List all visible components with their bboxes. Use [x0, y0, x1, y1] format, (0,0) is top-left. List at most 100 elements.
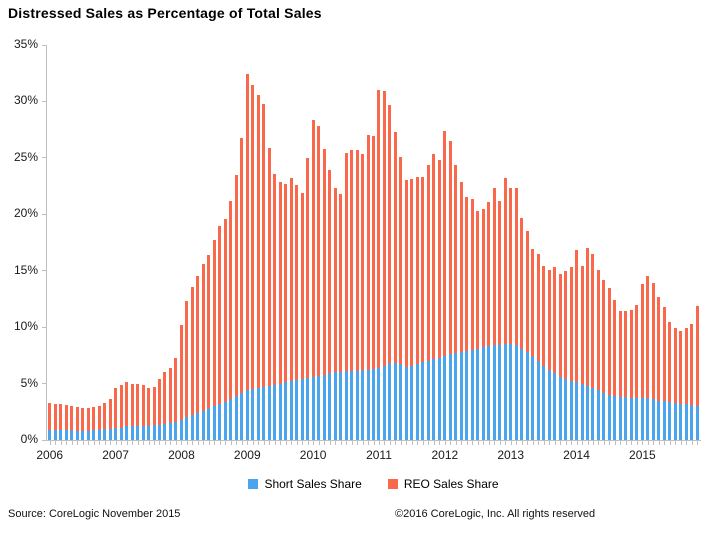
x-axis-month-tick [93, 441, 95, 445]
x-axis-month-tick [307, 441, 309, 445]
reo-segment [289, 178, 293, 382]
stacked-bar [426, 164, 430, 440]
stacked-bar [607, 287, 611, 440]
stacked-bar [152, 386, 156, 440]
x-axis-month-tick [411, 441, 413, 445]
stacked-bar [278, 181, 282, 440]
stacked-bar [108, 399, 112, 440]
x-axis-month-tick [499, 441, 501, 445]
reo-segment [607, 287, 611, 395]
stacked-bar [580, 266, 584, 440]
reo-segment [662, 306, 666, 401]
reo-segment [432, 154, 436, 359]
reo-segment [602, 279, 606, 393]
reo-segment [558, 274, 562, 377]
x-axis-month-tick [598, 441, 600, 445]
x-axis-month-tick [691, 441, 693, 445]
x-axis-month-tick [697, 441, 699, 445]
x-axis-month-tick [395, 441, 397, 445]
x-axis-month-tick [532, 441, 534, 445]
stacked-bar [635, 304, 639, 440]
reo-segment [212, 240, 216, 407]
x-axis-month-tick [258, 441, 260, 445]
stacked-bar [591, 253, 595, 440]
reo-segment [553, 267, 557, 374]
x-axis-month-tick [527, 441, 529, 445]
x-axis-label: 2013 [497, 448, 525, 462]
x-axis-month-tick [175, 441, 177, 445]
reo-segment [509, 188, 513, 345]
plot-area [47, 45, 700, 440]
stacked-bar [657, 296, 661, 440]
x-axis-month-tick [66, 441, 68, 445]
stacked-bar [114, 388, 118, 440]
stacked-bar [218, 225, 222, 440]
x-axis-month-tick [483, 441, 485, 445]
x-axis-month-tick [121, 441, 123, 445]
x-axis-month-tick [225, 441, 227, 445]
stacked-bar [300, 192, 304, 440]
x-axis-month-tick [664, 441, 666, 445]
short-sales-swatch-icon [248, 479, 259, 489]
y-axis-label: 25% [13, 149, 38, 164]
x-axis-month-tick [329, 441, 331, 445]
reo-segment [273, 173, 277, 385]
reo-segment [426, 164, 430, 361]
x-axis-label: 2009 [233, 448, 261, 462]
stacked-bar [229, 200, 233, 440]
reo-segment [262, 103, 266, 387]
stacked-bar [443, 130, 447, 440]
reo-segment [48, 402, 52, 430]
stacked-bar [207, 254, 211, 440]
reo-segment [388, 104, 392, 364]
reo-segment [157, 379, 161, 426]
x-axis-month-tick [642, 441, 644, 445]
reo-segment [300, 192, 304, 380]
legend: Short Sales Share REO Sales Share [47, 477, 700, 491]
reo-segment [108, 399, 112, 429]
stacked-bar [366, 135, 370, 440]
stacked-bar [586, 248, 589, 440]
stacked-bar [514, 188, 518, 440]
stacked-bar [421, 177, 425, 440]
stacked-bar [509, 188, 513, 440]
x-axis-month-tick [280, 441, 282, 445]
copyright-note: ©2016 CoreLogic, Inc. All rights reserve… [395, 508, 596, 520]
reo-segment [229, 200, 233, 400]
stacked-bar [339, 193, 343, 440]
reo-segment [322, 148, 326, 375]
x-axis-month-tick [620, 441, 622, 445]
reo-segment [333, 188, 337, 373]
x-axis-month-tick [510, 441, 512, 445]
x-axis-month-tick [565, 441, 567, 445]
x-axis-month-tick [148, 441, 150, 445]
reo-segment [147, 388, 151, 427]
reo-segment [103, 402, 107, 429]
source-note: Source: CoreLogic November 2015 [8, 508, 181, 520]
x-axis-month-tick [230, 441, 232, 445]
x-axis-month-tick [55, 441, 57, 445]
reo-segment [136, 383, 140, 427]
reo-segment [328, 170, 332, 374]
x-axis-month-tick [159, 441, 161, 445]
reo-segment [673, 328, 677, 403]
reo-segment [520, 217, 524, 349]
reo-segment [344, 153, 348, 372]
stacked-bar [575, 250, 579, 440]
x-axis-month-tick [455, 441, 457, 445]
reo-segment [295, 184, 299, 381]
stacked-bar [690, 323, 694, 440]
reo-segment [481, 208, 485, 348]
reo-segment [542, 266, 546, 366]
x-axis-month-tick [313, 441, 315, 445]
reo-segment [536, 253, 540, 361]
x-axis-month-tick [422, 441, 424, 445]
x-axis-month-tick [170, 441, 172, 445]
reo-segment [190, 286, 194, 416]
reo-segment [476, 210, 480, 349]
y-axis-label: 30% [13, 93, 38, 108]
x-axis-month-tick [247, 441, 249, 445]
x-axis-month-tick [324, 441, 326, 445]
legend-entry-short-sales: Short Sales Share [248, 477, 362, 491]
stacked-bar [629, 310, 633, 440]
